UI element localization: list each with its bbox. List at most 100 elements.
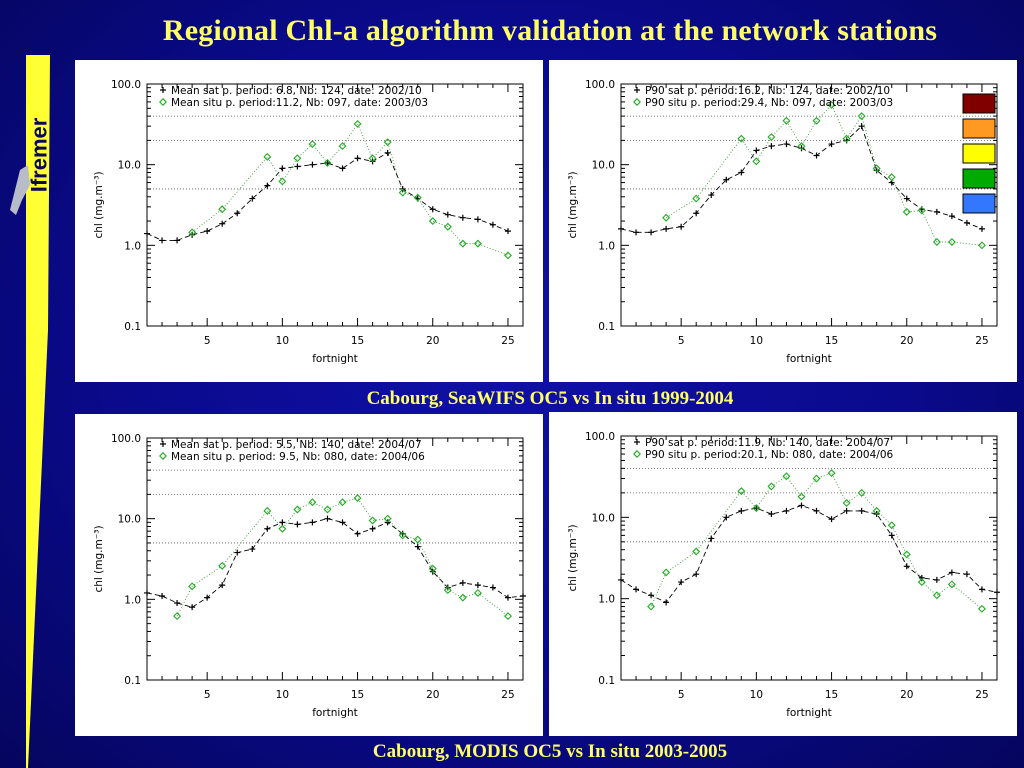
y-tick-label: 1.0 <box>124 240 141 252</box>
legend-marker-sat <box>160 87 166 93</box>
situ-point <box>443 586 452 595</box>
situ-point <box>473 239 482 248</box>
y-tick-label: 0.1 <box>598 675 615 687</box>
legend-label: Mean sat p. period: 6.8, Nb: 124, date: … <box>171 85 422 97</box>
situ-point <box>293 154 302 163</box>
situ-point <box>947 238 956 246</box>
situ-point <box>428 217 437 226</box>
sat-point <box>994 589 1000 596</box>
sat-point <box>384 149 391 156</box>
situ-point <box>752 157 761 166</box>
situ-point <box>782 472 791 481</box>
y-tick-label: 100.0 <box>585 79 615 91</box>
y-axis-label: chl (mg.m⁻³) <box>567 524 579 591</box>
situ-point <box>662 213 671 222</box>
series-line <box>146 518 524 608</box>
sat-point <box>978 225 985 232</box>
x-axis-label: fortnight <box>312 353 358 365</box>
sat-point <box>693 210 700 217</box>
situ-point <box>413 193 422 202</box>
sat-point <box>618 225 624 232</box>
situ-point <box>917 206 926 215</box>
situ-point <box>383 514 392 523</box>
y-tick-label: 100.0 <box>585 431 615 443</box>
chart-panel-bottom-left: 0.1 1.0 10.0 100.0 5 10 15 20 25 fortnight chl (mg… <box>75 414 543 736</box>
sat-point <box>264 182 271 189</box>
y-axis-label: chl (mg.m⁻³) <box>93 171 105 238</box>
sat-point <box>903 563 910 570</box>
legend-marker-situ <box>159 98 167 106</box>
chart-panel-bottom-right: 0.1 1.0 10.0 100.0 5 10 15 20 25 fortnight chl (mg… <box>549 412 1017 736</box>
situ-point <box>812 116 821 125</box>
situ-point <box>503 612 512 621</box>
sat-point <box>520 592 526 599</box>
legend-label: P90 sat p. period:16.2, Nb: 124, date: 2… <box>645 85 890 97</box>
y-tick-label: 1.0 <box>598 594 615 606</box>
situ-point <box>827 469 836 478</box>
situ-point <box>902 207 911 216</box>
sat-point <box>294 163 301 170</box>
situ-point <box>308 498 317 507</box>
sat-point <box>723 176 730 183</box>
sat-point <box>978 586 985 593</box>
situ-point <box>398 188 407 197</box>
situ-point <box>308 140 317 149</box>
sat-point <box>339 519 346 526</box>
legend-label: P90 situ p. period:29.4, Nb: 097, date: … <box>645 97 893 109</box>
sat-point <box>504 228 511 235</box>
sat-point <box>204 594 211 601</box>
slide-title: Regional Chl-a algorithm validation at t… <box>162 14 938 47</box>
sat-point <box>219 582 226 589</box>
situ-point <box>692 547 701 556</box>
situ-point <box>443 222 452 231</box>
situ-point <box>428 564 437 573</box>
plot-area: 0.1 1.0 10.0 100.0 5 10 15 20 25 fortnight chl (mg… <box>567 79 998 365</box>
situ-point <box>737 134 746 143</box>
sat-point <box>933 208 940 215</box>
situ-point <box>872 506 881 515</box>
sat-point <box>738 507 745 514</box>
sat-point <box>933 576 940 583</box>
chart-top-right: 0.1 1.0 10.0 100.0 5 10 15 20 25 fortnight chl (mg… <box>567 79 998 365</box>
sat-point <box>663 225 670 232</box>
series-line <box>650 472 983 610</box>
sat-point <box>708 192 715 199</box>
legend-color-swatch <box>962 168 996 189</box>
situ-point <box>662 568 671 577</box>
situ-point <box>932 238 941 246</box>
x-tick-label: 20 <box>426 689 439 701</box>
sat-point <box>309 519 316 526</box>
sat-point <box>678 223 685 230</box>
sat-point <box>204 228 211 235</box>
sat-point <box>234 549 241 556</box>
situ-point <box>263 152 272 161</box>
sat-point <box>219 220 226 227</box>
x-tick-label: 25 <box>501 689 514 701</box>
situ-point <box>932 591 941 600</box>
plot-area: 0.1 1.0 10.0 100.0 5 10 15 20 25 fortnight chl (mg… <box>93 433 526 719</box>
sat-point <box>444 211 451 218</box>
sat-point <box>414 543 421 550</box>
logo-bird-icon <box>10 165 30 215</box>
sat-point <box>663 599 670 606</box>
legend-marker-situ <box>633 98 641 106</box>
sat-point <box>189 604 196 611</box>
y-axis-label: chl (mg.m⁻³) <box>93 525 105 592</box>
sat-point <box>159 592 166 599</box>
x-axis-label: fortnight <box>786 353 832 365</box>
series-line <box>620 125 983 233</box>
situ-point <box>473 588 482 597</box>
legend-marker-situ <box>159 452 167 460</box>
sat-point <box>783 141 790 148</box>
situ-point <box>338 498 347 507</box>
sat-point <box>249 195 256 202</box>
situ-point <box>188 228 197 237</box>
situ-point <box>767 133 776 142</box>
situ-point <box>458 593 467 602</box>
sat-point <box>174 600 181 607</box>
legend-color-swatch <box>962 193 996 214</box>
plot-frame <box>620 83 998 327</box>
sat-point <box>234 210 241 217</box>
chart-top-left: 0.1 1.0 10.0 100.0 5 10 15 20 25 fortnight chl (mg… <box>93 79 524 365</box>
situ-point <box>977 241 986 250</box>
